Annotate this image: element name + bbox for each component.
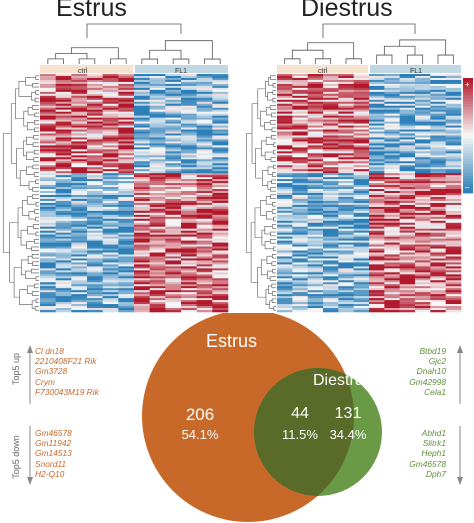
estrus-heatmap-title: Estrus: [56, 0, 127, 22]
gene-name: Slitrk1: [422, 438, 446, 449]
gene-name: Crym: [35, 376, 56, 387]
venn-overlap-pct: 11.5%: [282, 427, 318, 442]
venn-only-diestrus-pct: 34.4%: [329, 427, 367, 442]
gene-name: Gm46578: [35, 428, 72, 438]
row-dendrogram: [246, 75, 276, 311]
diestrus-ctrl-label: ctrl: [318, 68, 328, 75]
gene-name: Cl dn18: [35, 346, 64, 356]
venn-estrus-label: Estrus: [206, 331, 258, 351]
diestrus-fl1-label: FL1: [410, 68, 423, 75]
venn-only-estrus-count: 206: [185, 405, 215, 424]
color-scale-bar: [463, 78, 473, 194]
gene-name: Gm11942: [35, 438, 72, 449]
diestrus-arrows: [457, 345, 463, 485]
diestrus-down-genes: Abhd1 Slitrk1 Heph1 Gm46578 Dph7: [404, 428, 446, 479]
diestrus-up-genes: Btbd19 Gjc2 Dnah10 Gm42998 Cela1: [404, 346, 446, 397]
column-dendrogram: [47, 23, 221, 64]
diestrus-heatmap-title: Diestrus: [301, 0, 393, 22]
gene-name: Btbd19: [419, 346, 446, 356]
gene-name: F730043M19 Rik: [35, 386, 99, 397]
gene-name: Gjc2: [428, 356, 446, 367]
colorbar-high-label: +: [465, 80, 470, 89]
gene-name: Cela1: [424, 386, 446, 397]
gene-name: Gm42998: [409, 376, 446, 387]
gene-name: Heph1: [421, 448, 446, 459]
venn-overlap-count: 44: [291, 405, 309, 422]
estrus-heatmap: [2, 23, 229, 313]
venn-only-estrus-pct: 54.1%: [181, 427, 219, 442]
diestrus-heatmap: [246, 23, 462, 313]
estrus-arrows: [27, 345, 33, 485]
column-dendrogram: [284, 23, 454, 64]
colorbar-low-label: –: [465, 183, 470, 192]
gene-name: Snord11: [35, 458, 67, 469]
venn-diagram: [142, 313, 382, 522]
heatmap-cells: [40, 74, 229, 313]
gene-name: Gm14513: [35, 448, 72, 459]
estrus-down-genes: Gm46578 Gm11942 Gm14513 Snord11 H2-Q10: [35, 428, 72, 479]
gene-name: Abhd1: [421, 428, 446, 438]
estrus-ctrl-label: ctrl: [78, 68, 88, 75]
gene-name: Gm46578: [409, 458, 446, 469]
venn-diestrus-label: Diestrus: [313, 372, 372, 389]
gene-name: H2-Q10: [35, 468, 65, 479]
gene-name: 2210408F21 Rik: [35, 356, 97, 367]
gene-name: Gm3728: [35, 366, 68, 377]
heatmap-cells: [277, 74, 462, 313]
heatmaps-svg: [2, 23, 473, 313]
gene-name: Dph7: [425, 468, 446, 479]
estrus-up-genes: Cl dn18 2210408F21 Rik Gm3728 Crym F7300…: [35, 346, 99, 397]
estrus-fl1-label: FL1: [175, 68, 188, 75]
venn-only-diestrus-count: 131: [334, 405, 362, 422]
row-dendrogram: [2, 75, 39, 311]
gene-name: Dnah10: [416, 366, 446, 377]
